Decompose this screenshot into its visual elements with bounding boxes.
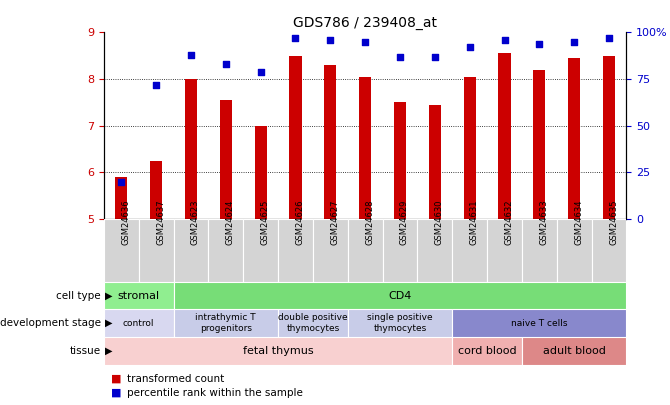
Bar <box>383 219 417 282</box>
Bar <box>592 219 626 282</box>
Bar <box>452 337 522 364</box>
Text: GSM24628: GSM24628 <box>365 200 374 245</box>
Text: ▶: ▶ <box>105 318 113 328</box>
Title: GDS786 / 239408_at: GDS786 / 239408_at <box>293 16 437 30</box>
Bar <box>348 309 452 337</box>
Bar <box>115 177 127 219</box>
Bar <box>208 219 243 282</box>
Bar <box>348 219 383 282</box>
Bar <box>487 219 522 282</box>
Bar <box>313 219 348 282</box>
Text: GSM24626: GSM24626 <box>295 200 304 245</box>
Point <box>290 35 301 41</box>
Text: single positive
thymocytes: single positive thymocytes <box>367 313 433 333</box>
Bar <box>324 65 336 219</box>
Point <box>395 53 405 60</box>
Bar <box>603 56 615 219</box>
Bar <box>429 105 441 219</box>
Bar <box>417 219 452 282</box>
Bar <box>568 58 580 219</box>
Point <box>255 68 266 75</box>
Text: GSM24629: GSM24629 <box>400 200 409 245</box>
Bar <box>533 70 545 219</box>
Point <box>464 44 475 51</box>
Bar <box>464 77 476 219</box>
Text: GSM24636: GSM24636 <box>121 199 130 245</box>
Point <box>325 36 336 43</box>
Bar <box>522 337 626 364</box>
Bar <box>452 219 487 282</box>
Bar <box>557 219 592 282</box>
Text: adult blood: adult blood <box>543 346 606 356</box>
Bar <box>185 79 197 219</box>
Text: GSM24625: GSM24625 <box>261 200 269 245</box>
Text: GSM24623: GSM24623 <box>191 200 200 245</box>
Bar <box>394 102 406 219</box>
Point <box>569 38 580 45</box>
Bar <box>174 219 208 282</box>
Text: CD4: CD4 <box>389 291 411 301</box>
Text: naive T cells: naive T cells <box>511 319 567 328</box>
Point <box>534 40 545 47</box>
Text: GSM24627: GSM24627 <box>330 200 339 245</box>
Text: double positive
thymocytes: double positive thymocytes <box>278 313 348 333</box>
Text: GSM24632: GSM24632 <box>505 200 513 245</box>
Text: fetal thymus: fetal thymus <box>243 346 314 356</box>
Bar <box>104 337 452 364</box>
Text: transformed count: transformed count <box>127 374 224 384</box>
Bar <box>278 219 313 282</box>
Bar <box>243 219 278 282</box>
Bar <box>104 309 174 337</box>
Bar <box>289 56 302 219</box>
Bar <box>278 309 348 337</box>
Text: ▶: ▶ <box>105 346 113 356</box>
Bar <box>174 309 278 337</box>
Text: cord blood: cord blood <box>458 346 517 356</box>
Text: ■: ■ <box>111 388 121 398</box>
Text: GSM24624: GSM24624 <box>226 200 234 245</box>
Bar <box>522 219 557 282</box>
Bar <box>104 219 139 282</box>
Point <box>186 51 196 58</box>
Text: ■: ■ <box>111 374 121 384</box>
Point <box>499 36 510 43</box>
Text: stromal: stromal <box>118 291 159 301</box>
Text: tissue: tissue <box>70 346 100 356</box>
Point <box>220 61 231 67</box>
Point <box>360 38 371 45</box>
Text: percentile rank within the sample: percentile rank within the sample <box>127 388 303 398</box>
Bar <box>104 282 174 309</box>
Point <box>429 53 440 60</box>
Bar <box>498 53 511 219</box>
Point <box>151 81 161 88</box>
Text: GSM24633: GSM24633 <box>539 199 548 245</box>
Text: control: control <box>123 319 155 328</box>
Text: GSM24630: GSM24630 <box>435 200 444 245</box>
Text: GSM24637: GSM24637 <box>156 199 165 245</box>
Bar <box>174 282 626 309</box>
Text: ▶: ▶ <box>105 291 113 301</box>
Bar <box>359 77 371 219</box>
Bar <box>255 126 267 219</box>
Text: intrathymic T
progenitors: intrathymic T progenitors <box>196 313 256 333</box>
Text: GSM24631: GSM24631 <box>470 200 478 245</box>
Text: GSM24635: GSM24635 <box>609 200 618 245</box>
Point <box>116 179 127 185</box>
Bar <box>220 100 232 219</box>
Bar <box>150 161 162 219</box>
Text: cell type: cell type <box>56 291 100 301</box>
Text: development stage: development stage <box>0 318 100 328</box>
Text: GSM24634: GSM24634 <box>574 200 583 245</box>
Bar <box>452 309 626 337</box>
Bar <box>139 219 174 282</box>
Point <box>604 35 614 41</box>
